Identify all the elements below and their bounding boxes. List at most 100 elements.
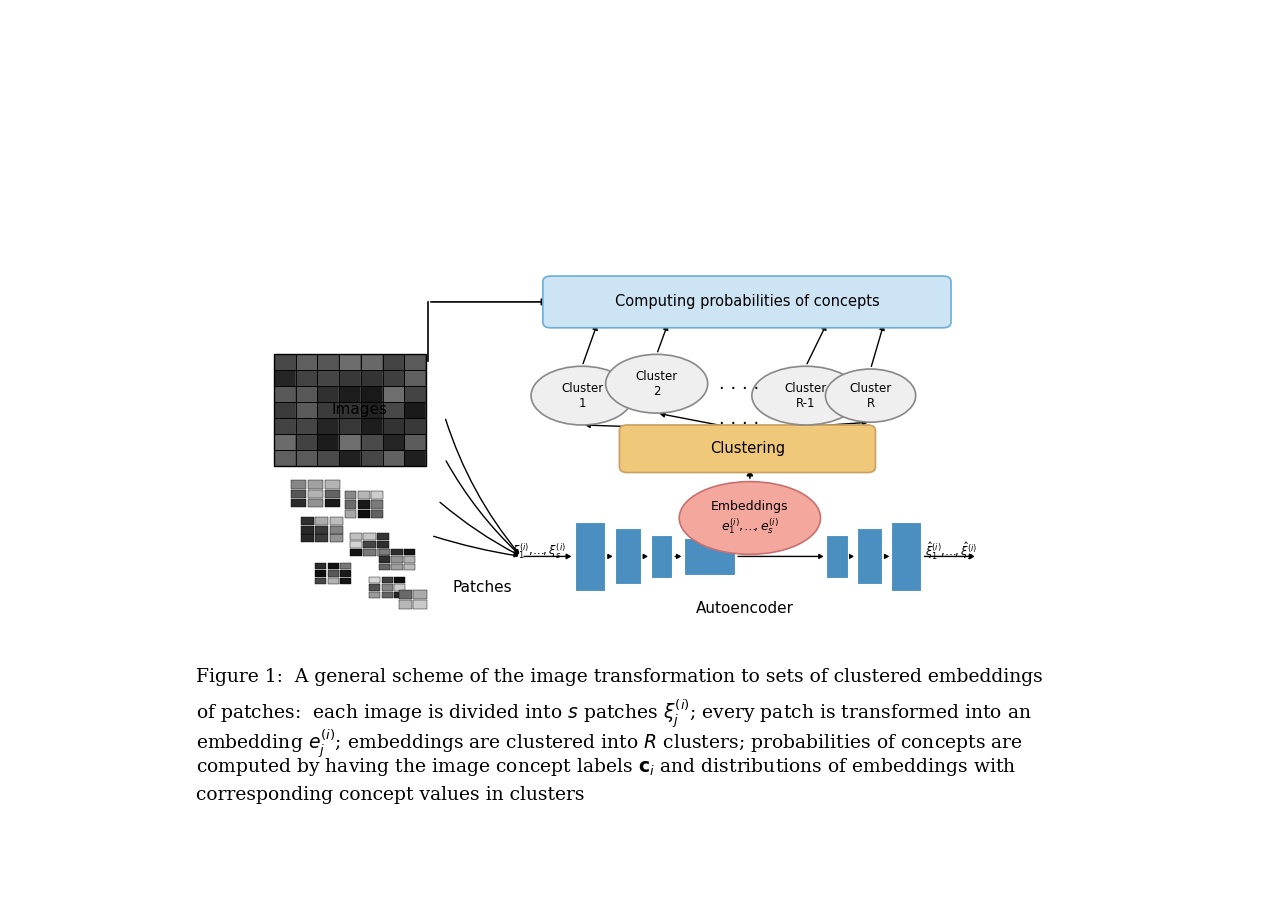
FancyBboxPatch shape <box>341 570 351 577</box>
FancyBboxPatch shape <box>291 480 306 489</box>
FancyBboxPatch shape <box>341 577 351 585</box>
FancyBboxPatch shape <box>363 533 376 540</box>
FancyBboxPatch shape <box>296 419 316 434</box>
FancyBboxPatch shape <box>361 354 382 370</box>
FancyBboxPatch shape <box>382 402 404 418</box>
FancyBboxPatch shape <box>377 541 390 548</box>
FancyBboxPatch shape <box>684 538 736 575</box>
FancyBboxPatch shape <box>296 450 316 466</box>
FancyBboxPatch shape <box>358 491 370 499</box>
Text: of patches:  each image is divided into $s$ patches $\xi_j^{(i)}$; every patch i: of patches: each image is divided into $… <box>195 697 1032 730</box>
FancyBboxPatch shape <box>413 590 427 599</box>
FancyBboxPatch shape <box>296 434 316 449</box>
Text: Cluster
R-1: Cluster R-1 <box>785 381 827 410</box>
FancyBboxPatch shape <box>404 564 415 570</box>
FancyBboxPatch shape <box>404 557 415 563</box>
FancyBboxPatch shape <box>330 526 343 534</box>
FancyBboxPatch shape <box>330 535 343 542</box>
FancyBboxPatch shape <box>324 499 341 508</box>
FancyBboxPatch shape <box>399 600 411 609</box>
FancyBboxPatch shape <box>404 402 425 418</box>
FancyBboxPatch shape <box>296 354 316 370</box>
FancyBboxPatch shape <box>349 549 362 557</box>
FancyBboxPatch shape <box>344 509 357 518</box>
FancyBboxPatch shape <box>391 564 403 570</box>
FancyBboxPatch shape <box>404 548 415 556</box>
FancyBboxPatch shape <box>361 419 382 434</box>
FancyBboxPatch shape <box>308 489 323 498</box>
FancyBboxPatch shape <box>361 370 382 386</box>
Text: Images: Images <box>332 402 387 417</box>
FancyBboxPatch shape <box>827 535 848 578</box>
FancyBboxPatch shape <box>273 402 295 418</box>
FancyBboxPatch shape <box>404 434 425 449</box>
FancyBboxPatch shape <box>296 402 316 418</box>
FancyBboxPatch shape <box>324 480 341 489</box>
FancyBboxPatch shape <box>391 557 403 563</box>
FancyBboxPatch shape <box>318 370 338 386</box>
FancyBboxPatch shape <box>361 386 382 401</box>
FancyBboxPatch shape <box>361 450 382 466</box>
FancyBboxPatch shape <box>575 522 605 591</box>
Ellipse shape <box>752 366 860 425</box>
Text: Autoencoder: Autoencoder <box>696 601 794 617</box>
Text: Cluster
2: Cluster 2 <box>636 370 677 398</box>
FancyBboxPatch shape <box>349 533 362 540</box>
FancyBboxPatch shape <box>344 491 357 499</box>
FancyBboxPatch shape <box>300 535 314 542</box>
FancyBboxPatch shape <box>543 276 951 328</box>
FancyBboxPatch shape <box>371 509 382 518</box>
FancyBboxPatch shape <box>296 370 316 386</box>
FancyBboxPatch shape <box>318 354 338 370</box>
FancyBboxPatch shape <box>300 526 314 534</box>
FancyBboxPatch shape <box>370 584 380 591</box>
Text: · · · ·: · · · · <box>719 380 760 398</box>
FancyBboxPatch shape <box>308 480 323 489</box>
FancyBboxPatch shape <box>381 577 392 584</box>
FancyBboxPatch shape <box>339 402 360 418</box>
FancyBboxPatch shape <box>382 450 404 466</box>
FancyBboxPatch shape <box>404 370 425 386</box>
FancyBboxPatch shape <box>315 577 327 585</box>
Ellipse shape <box>605 354 708 413</box>
FancyBboxPatch shape <box>394 584 405 591</box>
Text: Figure 1:  A general scheme of the image transformation to sets of clustered emb: Figure 1: A general scheme of the image … <box>195 668 1042 686</box>
FancyBboxPatch shape <box>382 419 404 434</box>
FancyBboxPatch shape <box>318 402 338 418</box>
Text: corresponding concept values in clusters: corresponding concept values in clusters <box>195 785 584 804</box>
FancyBboxPatch shape <box>296 386 316 401</box>
FancyBboxPatch shape <box>857 528 882 585</box>
FancyBboxPatch shape <box>399 590 411 599</box>
Text: Cluster
1: Cluster 1 <box>561 381 603 410</box>
FancyBboxPatch shape <box>339 386 360 401</box>
FancyBboxPatch shape <box>330 517 343 525</box>
FancyBboxPatch shape <box>273 354 295 370</box>
FancyBboxPatch shape <box>358 500 370 508</box>
FancyBboxPatch shape <box>300 517 314 525</box>
FancyBboxPatch shape <box>273 386 295 401</box>
FancyBboxPatch shape <box>379 564 390 570</box>
FancyBboxPatch shape <box>361 402 382 418</box>
FancyBboxPatch shape <box>371 500 382 508</box>
FancyBboxPatch shape <box>382 434 404 449</box>
FancyBboxPatch shape <box>318 386 338 401</box>
FancyBboxPatch shape <box>363 549 376 557</box>
FancyBboxPatch shape <box>349 541 362 548</box>
FancyBboxPatch shape <box>358 509 370 518</box>
FancyBboxPatch shape <box>339 419 360 434</box>
FancyBboxPatch shape <box>413 600 427 609</box>
FancyBboxPatch shape <box>315 517 328 525</box>
Text: · · · ·: · · · · <box>719 415 760 433</box>
Ellipse shape <box>825 369 915 422</box>
Text: Clustering: Clustering <box>710 441 785 456</box>
FancyBboxPatch shape <box>379 557 390 563</box>
FancyBboxPatch shape <box>339 450 360 466</box>
FancyBboxPatch shape <box>315 526 328 534</box>
FancyBboxPatch shape <box>394 592 405 598</box>
FancyBboxPatch shape <box>891 522 920 591</box>
FancyBboxPatch shape <box>370 577 380 584</box>
FancyBboxPatch shape <box>381 592 392 598</box>
FancyBboxPatch shape <box>404 386 425 401</box>
FancyBboxPatch shape <box>318 434 338 449</box>
Ellipse shape <box>532 366 633 425</box>
